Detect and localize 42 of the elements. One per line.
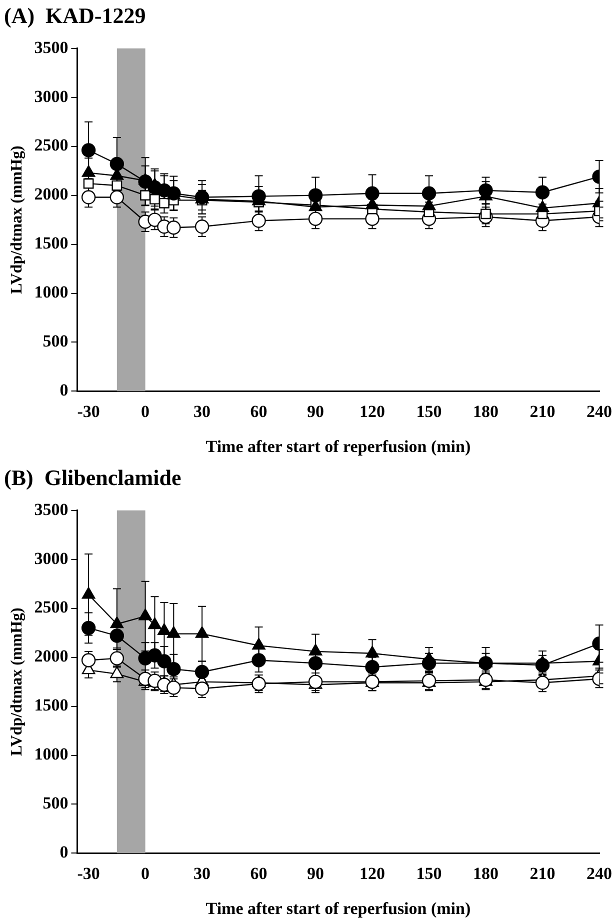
x-tick-label: 90	[307, 864, 324, 883]
x-tick-label: 120	[360, 402, 386, 421]
x-tick-label: 0	[141, 864, 150, 883]
y-tick-label: 3500	[34, 38, 68, 57]
y-axis-title: LVdp/dtmax (mmHg)	[8, 608, 26, 756]
x-tick-label: -30	[77, 864, 100, 883]
x-tick-label: 30	[194, 402, 211, 421]
y-tick-label: 1500	[34, 696, 68, 715]
y-tick-label: 0	[60, 380, 68, 400]
chart-title: (B) Glibenclamide	[4, 464, 182, 490]
y-axis-title: LVdp/dtmax (mmHg)	[8, 146, 26, 294]
x-tick-label: 0	[141, 402, 150, 421]
x-axis-title: Time after start of reperfusion (min)	[206, 899, 471, 918]
x-tick-label: -30	[77, 402, 100, 421]
y-tick-label: 3000	[34, 86, 68, 106]
y-tick-label: 3000	[34, 548, 68, 568]
x-tick-label: 150	[416, 402, 442, 421]
y-tick-label: 2000	[34, 184, 68, 204]
x-tick-label: 120	[360, 864, 386, 883]
y-tick-label: 1500	[34, 234, 68, 253]
y-tick-label: 500	[42, 794, 68, 813]
chart-title: (A) KAD-1229	[4, 2, 146, 28]
y-tick-label: 2500	[34, 598, 68, 617]
y-tick-label: 3500	[34, 500, 68, 519]
x-tick-label: 240	[586, 402, 612, 421]
x-tick-label: 180	[473, 402, 499, 421]
x-axis-title: Time after start of reperfusion (min)	[206, 437, 471, 456]
x-tick-label: 150	[416, 864, 442, 883]
x-tick-label: 60	[250, 402, 268, 421]
x-tick-label: 210	[530, 864, 556, 883]
x-tick-label: 240	[586, 864, 612, 883]
x-tick-label: 90	[307, 402, 324, 421]
x-tick-label: 60	[250, 864, 268, 883]
x-tick-label: 30	[194, 864, 211, 883]
y-tick-label: 1000	[34, 744, 68, 764]
x-tick-label: 210	[530, 402, 556, 421]
y-tick-label: 2000	[34, 646, 68, 666]
y-tick-label: 2500	[34, 136, 68, 155]
y-tick-label: 0	[60, 842, 68, 862]
y-tick-label: 500	[42, 332, 68, 351]
x-tick-label: 180	[473, 864, 499, 883]
y-tick-label: 1000	[34, 282, 68, 302]
